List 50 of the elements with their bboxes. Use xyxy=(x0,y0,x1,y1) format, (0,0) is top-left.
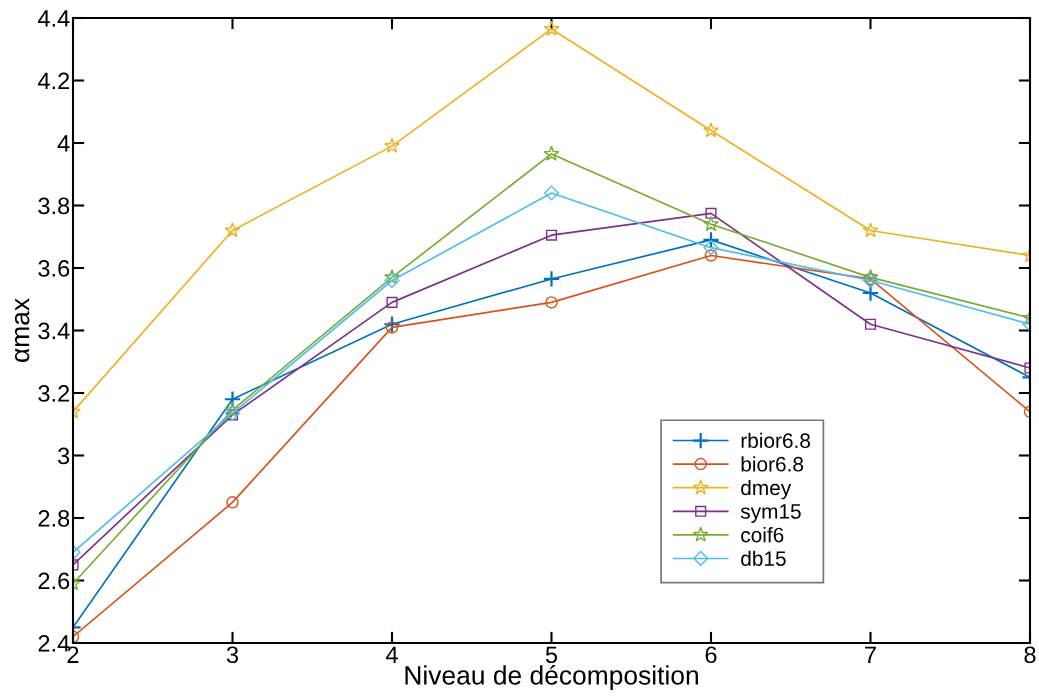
y-tick-label: 3.2 xyxy=(38,385,70,402)
y-tick-label: 2.6 xyxy=(38,572,70,590)
point xyxy=(703,240,719,256)
y-tick-label: 3.6 xyxy=(38,260,70,277)
point xyxy=(224,401,241,418)
point xyxy=(383,315,401,333)
x-axis-title: Niveau de décomposition xyxy=(405,665,698,690)
y-tick-label: 4 xyxy=(57,135,70,152)
point xyxy=(703,122,719,138)
point xyxy=(705,207,717,219)
y-tick-label: 3 xyxy=(57,447,70,465)
point xyxy=(543,20,560,36)
point xyxy=(384,272,400,289)
point xyxy=(384,137,400,153)
y-tick-label: 2.8 xyxy=(38,510,70,527)
y-tick-label: 4.2 xyxy=(37,72,70,90)
legend-label: dmey xyxy=(741,479,792,500)
point xyxy=(226,496,239,509)
point xyxy=(224,222,241,238)
y-tick-label: 4.4 xyxy=(37,10,70,27)
x-tick-label: 4 xyxy=(385,646,398,663)
point xyxy=(542,270,561,288)
legend-label: coif6 xyxy=(741,527,784,543)
point xyxy=(224,405,241,421)
point xyxy=(862,222,879,238)
point xyxy=(226,409,239,421)
x-tick-label: 8 xyxy=(1024,646,1036,664)
point xyxy=(543,185,560,201)
point xyxy=(864,318,877,330)
y-tick-label: 3.8 xyxy=(38,197,70,215)
point xyxy=(704,249,718,262)
legend-label: sym15 xyxy=(740,504,801,523)
point xyxy=(545,229,558,241)
y-tick-label: 3.4 xyxy=(38,322,70,340)
legend-label: bior6.8 xyxy=(741,456,804,472)
point xyxy=(703,215,719,232)
legend-label: rbior6.8 xyxy=(741,432,810,449)
x-tick-label: 3 xyxy=(226,646,239,664)
point xyxy=(702,231,720,249)
point xyxy=(385,321,399,334)
legend-label: db15 xyxy=(741,550,786,566)
point xyxy=(386,296,398,308)
point xyxy=(543,145,560,161)
point xyxy=(861,284,880,302)
x-tick-label: 6 xyxy=(705,646,717,664)
point xyxy=(384,269,400,285)
x-tick-label: 7 xyxy=(865,646,876,663)
point xyxy=(545,296,558,309)
y-axis-title: αmax xyxy=(14,298,30,362)
x-tick-label: 5 xyxy=(545,646,558,664)
